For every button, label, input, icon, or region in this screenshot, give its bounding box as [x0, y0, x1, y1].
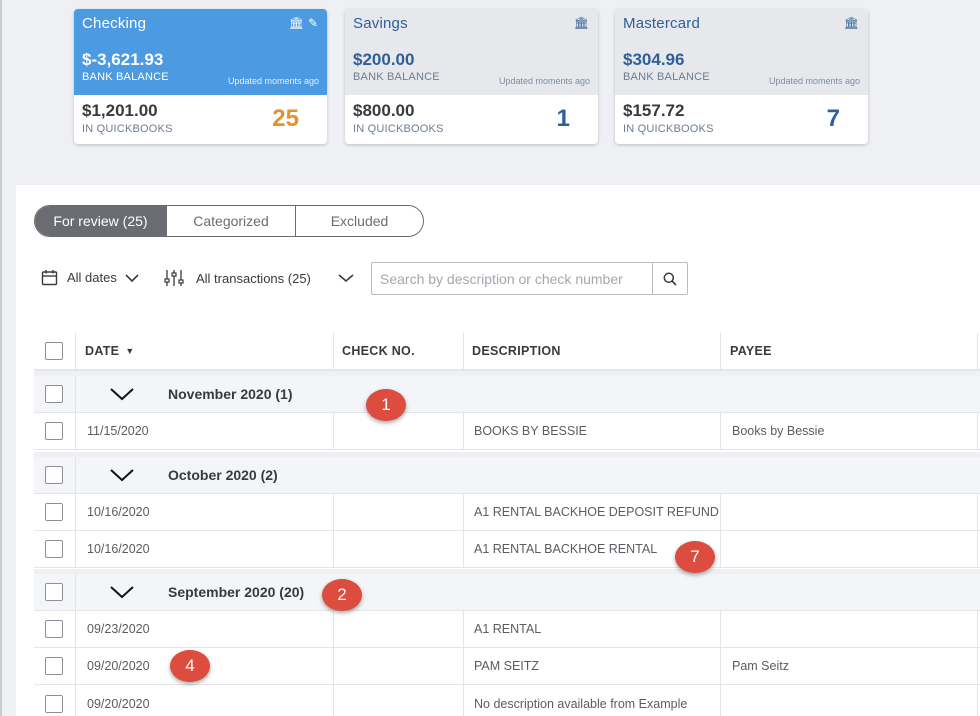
quickbooks-label: IN QUICKBOOKS [353, 123, 444, 135]
payee-cell: Pam Seitz [732, 659, 789, 673]
row-checkbox[interactable] [45, 657, 63, 675]
description-cell: No description available from Example [474, 696, 688, 711]
check-no-column-header: CHECK NO. [342, 344, 415, 358]
edit-pencil-icon[interactable]: ✎ [307, 16, 318, 30]
group-label: November 2020 (1) [168, 386, 293, 402]
chevron-down-icon[interactable] [110, 376, 134, 412]
review-count: 1 [556, 105, 570, 132]
group-label: October 2020 (2) [168, 467, 278, 483]
payee-column-header: PAYEE [730, 344, 772, 358]
annotation-badge-1: 1 [366, 389, 406, 421]
date-cell: 09/20/2020 [87, 659, 150, 673]
updated-status: Updated moments ago [227, 76, 319, 86]
select-all-checkbox[interactable] [45, 342, 63, 360]
row-checkbox[interactable] [45, 694, 63, 713]
table-row[interactable]: 11/15/2020 BOOKS BY BESSIE Books by Bess… [34, 413, 980, 450]
transactions-panel: For review (25) Categorized Excluded All… [16, 185, 980, 716]
search-input[interactable] [372, 263, 652, 294]
annotation-badge-2: 2 [322, 579, 362, 611]
group-row-september: September 2020 (20) [34, 569, 980, 611]
bank-balance: $304.96 [623, 50, 685, 69]
bank-balance: $-3,621.93 [82, 50, 164, 69]
row-checkbox[interactable] [45, 422, 63, 440]
bank-icon: 🏛 [573, 16, 589, 30]
quickbooks-balance: $800.00 [353, 101, 415, 120]
group-checkbox[interactable] [45, 385, 63, 403]
account-name: Savings [353, 15, 408, 32]
annotation-badge-7: 7 [675, 541, 715, 573]
description-cell: PAM SEITZ [474, 659, 540, 673]
tab-for-review[interactable]: For review (25) [35, 206, 166, 236]
annotation-badge-4: 4 [170, 650, 210, 682]
account-card-savings[interactable]: Savings 🏛 $200.00 BANK BALANCE Updated m… [345, 9, 598, 144]
description-cell: BOOKS BY BESSIE [474, 424, 588, 438]
quickbooks-balance: $1,201.00 [82, 101, 158, 120]
transaction-filter[interactable]: All transactions (25) [164, 269, 354, 287]
bank-balance: $200.00 [353, 50, 415, 69]
chevron-down-icon [125, 273, 139, 282]
quickbooks-balance: $157.72 [623, 101, 685, 120]
description-cell: A1 RENTAL BACKHOE DEPOSIT REFUND [474, 505, 719, 519]
bank-icon: 🏛 [288, 16, 304, 30]
date-column-header[interactable]: DATE ▼ [85, 344, 135, 358]
date-cell: 10/16/2020 [87, 542, 150, 556]
row-checkbox[interactable] [45, 503, 63, 521]
bank-balance-label: BANK BALANCE [623, 71, 710, 83]
chevron-down-icon[interactable] [110, 457, 134, 493]
search-button[interactable] [652, 263, 687, 294]
date-filter-label: All dates [67, 270, 117, 285]
table-row[interactable]: 09/20/2020 No description available from… [34, 685, 980, 716]
group-row-october: October 2020 (2) [34, 452, 980, 494]
description-cell: A1 RENTAL [474, 622, 542, 636]
chevron-down-icon [338, 274, 354, 283]
window-edge [0, 0, 2, 716]
tab-excluded[interactable]: Excluded [295, 206, 423, 236]
search-field [371, 262, 688, 295]
chevron-down-icon[interactable] [110, 574, 134, 610]
updated-status: Updated moments ago [768, 76, 860, 86]
account-card-checking[interactable]: Checking 🏛 ✎ $-3,621.93 BANK BALANCE Upd… [74, 9, 327, 144]
review-tabs: For review (25) Categorized Excluded [34, 205, 424, 237]
row-checkbox[interactable] [45, 620, 63, 638]
quickbooks-label: IN QUICKBOOKS [623, 123, 714, 135]
table-row[interactable]: 10/16/2020 A1 RENTAL BACKHOE RENTAL [34, 531, 980, 568]
description-cell: A1 RENTAL BACKHOE RENTAL [474, 542, 658, 556]
table-row[interactable]: 10/16/2020 A1 RENTAL BACKHOE DEPOSIT REF… [34, 494, 980, 531]
payee-cell: Books by Bessie [732, 424, 825, 438]
group-label: September 2020 (20) [168, 584, 305, 600]
calendar-icon [41, 270, 58, 286]
account-name: Checking [82, 15, 147, 32]
bank-balance-label: BANK BALANCE [82, 71, 169, 83]
review-count: 25 [272, 105, 299, 132]
tab-categorized[interactable]: Categorized [166, 206, 295, 236]
account-name: Mastercard [623, 15, 701, 32]
table-row[interactable]: 09/20/2020 PAM SEITZ Pam Seitz [34, 648, 980, 685]
date-cell: 09/20/2020 [87, 696, 150, 711]
quickbooks-label: IN QUICKBOOKS [82, 123, 173, 135]
sliders-icon [164, 270, 184, 286]
table-row[interactable]: 09/23/2020 A1 RENTAL [34, 611, 980, 648]
table-header: DATE ▼ CHECK NO. DESCRIPTION PAYEE [34, 333, 980, 371]
date-cell: 11/15/2020 [87, 424, 149, 438]
sort-desc-icon: ▼ [125, 346, 135, 356]
row-checkbox[interactable] [45, 540, 63, 558]
description-column-header: DESCRIPTION [472, 344, 561, 358]
date-cell: 09/23/2020 [87, 622, 150, 636]
review-count: 7 [826, 105, 840, 132]
bank-icon: 🏛 [843, 16, 859, 30]
bank-balance-label: BANK BALANCE [353, 71, 440, 83]
date-cell: 10/16/2020 [87, 505, 150, 519]
transaction-filter-label: All transactions (25) [196, 270, 311, 286]
group-checkbox[interactable] [45, 466, 63, 484]
search-icon [663, 272, 677, 286]
updated-status: Updated moments ago [498, 76, 590, 86]
date-filter[interactable]: All dates [41, 269, 139, 286]
account-card-mastercard[interactable]: Mastercard 🏛 $304.96 BANK BALANCE Update… [615, 9, 868, 144]
group-row-november: November 2020 (1) [34, 371, 980, 413]
group-checkbox[interactable] [45, 583, 63, 601]
